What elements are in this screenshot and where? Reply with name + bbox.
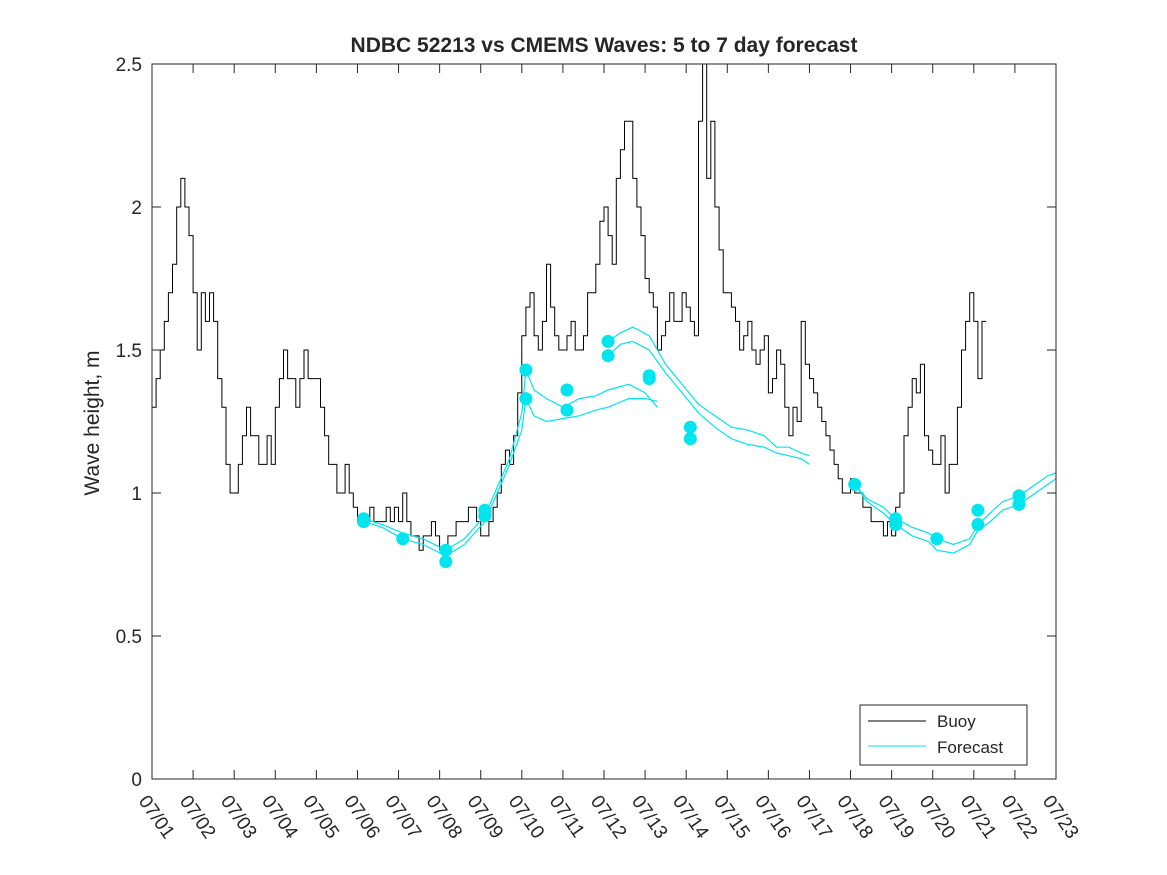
- x-tick-label: 07/11: [545, 792, 589, 842]
- x-tick-label: 07/07: [380, 792, 424, 843]
- x-tick-label: 07/01: [134, 792, 178, 843]
- forecast-marker: [848, 477, 862, 491]
- y-tick-label: 0.5: [116, 627, 142, 648]
- x-tick-label: 07/02: [175, 792, 219, 843]
- x-tick-label: 07/03: [216, 792, 260, 843]
- x-tick-label: 07/22: [997, 792, 1041, 843]
- forecast-line: [363, 369, 658, 551]
- y-tick-label: 0: [131, 770, 142, 791]
- x-tick-label: 07/18: [832, 792, 876, 843]
- forecast-marker: [560, 383, 574, 397]
- forecast-marker: [930, 532, 944, 546]
- x-tick-label: 07/09: [463, 792, 507, 843]
- legend-buoy-label: Buoy: [937, 712, 976, 731]
- forecast-marker: [683, 420, 697, 434]
- buoy-series: [152, 63, 987, 551]
- forecast-marker: [1012, 497, 1026, 511]
- legend-box: [859, 704, 1028, 766]
- x-tick-label: 07/20: [915, 792, 959, 843]
- x-tick-label: 07/06: [339, 792, 383, 843]
- forecast-line: [363, 396, 658, 557]
- forecast-marker: [439, 555, 453, 569]
- x-tick-label: 07/13: [627, 792, 671, 843]
- y-axis-label: Wave height, m: [81, 350, 104, 495]
- forecast-line: [854, 472, 1057, 546]
- y-tick-label: 1: [131, 484, 142, 505]
- x-tick-label: 07/12: [586, 792, 630, 843]
- forecast-marker: [642, 372, 656, 386]
- y-tick-label: 2.5: [116, 55, 142, 76]
- forecast-line: [607, 340, 810, 465]
- forecast-marker: [439, 543, 453, 557]
- legend: Buoy Forecast: [859, 704, 1028, 766]
- forecast-marker: [971, 503, 985, 517]
- x-tick-label: 07/14: [668, 792, 713, 843]
- forecast-marker: [478, 509, 492, 523]
- x-tick-label: 07/16: [750, 792, 794, 843]
- forecast-marker: [601, 334, 615, 348]
- forecast-marker: [683, 432, 697, 446]
- y-tick-label: 2: [131, 198, 142, 219]
- buoy-line: [152, 63, 987, 551]
- forecast-marker: [971, 518, 985, 531]
- forecast-marker: [519, 392, 533, 406]
- plot-area: [152, 63, 1057, 569]
- forecast-marker: [396, 532, 410, 546]
- forecast-marker: [560, 403, 574, 417]
- axes-box: [151, 63, 1057, 780]
- x-tick-label: 07/17: [791, 792, 835, 843]
- x-tick-label: 07/23: [1038, 792, 1082, 843]
- x-tick-label: 07/08: [422, 792, 466, 843]
- x-tick-label: 07/04: [257, 792, 302, 843]
- forecast-markers: [357, 334, 1026, 569]
- legend-forecast-label: Forecast: [937, 738, 1003, 757]
- x-tick-label: 07/19: [874, 792, 918, 843]
- chart-title: NDBC 52213 vs CMEMS Waves: 5 to 7 day fo…: [351, 34, 858, 57]
- x-tick-label: 07/21: [956, 792, 1000, 843]
- forecast-marker: [601, 349, 615, 363]
- x-tick-label: 07/10: [504, 792, 548, 843]
- x-tick-label: 07/15: [709, 792, 753, 843]
- forecast-line: [607, 326, 810, 457]
- forecast-marker: [889, 518, 903, 531]
- forecast-marker: [519, 363, 533, 377]
- forecast-line: [854, 478, 1057, 554]
- x-tick-label: 07/05: [298, 792, 342, 843]
- y-tick-label: 1.5: [116, 341, 142, 362]
- forecast-marker: [357, 515, 371, 529]
